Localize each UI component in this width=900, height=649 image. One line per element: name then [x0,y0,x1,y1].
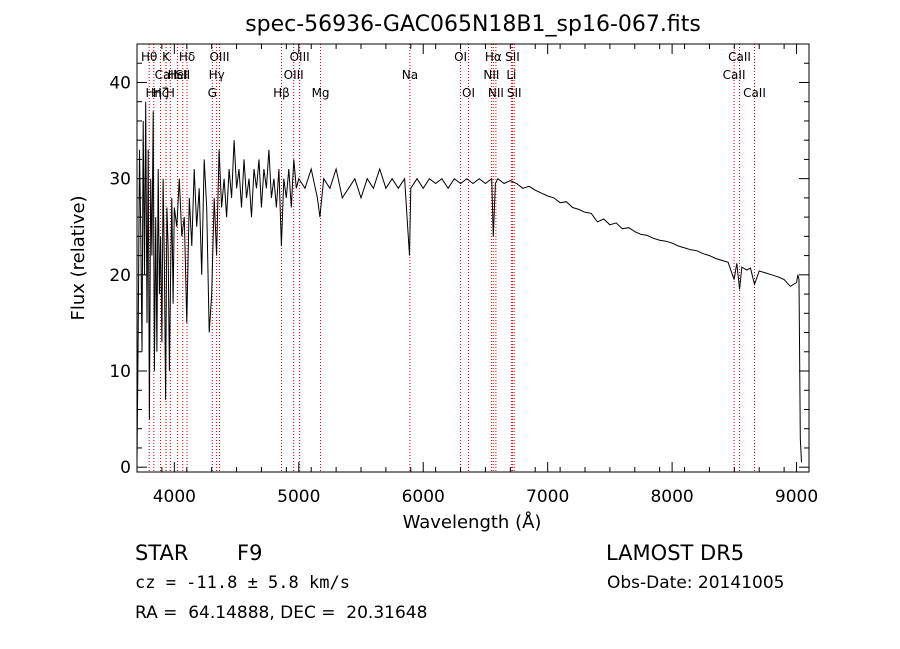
spectral-line-label: Na [402,68,418,82]
x-tick-label: 9000 [775,487,818,507]
y-axis-label: Flux (relative) [68,195,89,320]
y-tick-label: 30 [109,170,131,190]
spectral-line-label: CaII [743,86,766,100]
y-tick-label: 40 [109,73,131,93]
spectral-line-label: Hζ [153,86,169,100]
spectral-line-label: OIII [209,50,229,64]
spectral-line-label: Mg [312,86,330,100]
spectral-line-label: H [166,86,175,100]
spectral-line-label: Hδ [179,50,195,64]
x-tick-label: 6000 [402,487,445,507]
spectral-line-label: Hα [485,50,502,64]
spectral-line-label: CaII [723,68,746,82]
plot-frame [136,43,810,473]
spectral-line-label: Hθ [141,50,157,64]
spectral-line-label: CaII [728,50,751,64]
x-tick-label: 4000 [153,487,196,507]
spectral-line-labels: Hθ CaII K Hζ HeI Hη H Hδ SII OIII Hγ G OIII OIII Hβ Mg N… [141,50,766,100]
chart-title: spec-56936-GAC065N18B1_sp16-067.fits [245,12,701,37]
y-axis-ticks: 0 10 20 30 40 [109,43,809,478]
object-class: STAR [135,541,189,565]
spectral-line-label: SII [175,68,190,82]
spectral-line-label: OI [454,50,467,64]
y-tick-label: 0 [120,458,131,478]
x-tick-label: 5000 [277,487,320,507]
spectral-line-label: Li [506,68,516,82]
x-axis-ticks: 4000 5000 6000 7000 8000 9000 [136,44,818,507]
x-tick-label: 8000 [650,487,693,507]
spectral-line-label: NII [488,86,504,100]
observation-date: Obs-Date: 20141005 [607,573,785,593]
spectral-line-label: K [162,50,171,64]
x-tick-label: 7000 [526,487,569,507]
coordinates: RA = 64.14888, DEC = 20.31648 [135,603,428,623]
spectral-line-label: Hγ [209,68,225,82]
spectral-line-label: Hβ [273,86,290,100]
spectral-line-label: SII [505,50,520,64]
spectral-line-label: SII [507,86,522,100]
redshift-velocity: cz = -11.8 ± 5.8 km/s [135,573,350,593]
y-tick-label: 10 [109,362,131,382]
spectral-line-label: OI [462,86,475,100]
spectral-line-label: OIII [290,50,310,64]
spectral-line-label: Hη [145,86,162,100]
object-subclass: F9 [237,541,263,565]
spectrum-line [136,101,802,463]
x-axis-label: Wavelength (Å) [403,511,542,533]
spectral-line-label: NII [483,68,499,82]
y-tick-label: 20 [109,266,131,286]
spectral-line-label: G [208,86,217,100]
spectral-line-label: HeI [168,68,188,82]
survey-name: LAMOST DR5 [606,541,745,565]
spectral-line-label: CaII [155,68,178,82]
spectral-line-markers [148,44,755,472]
spectral-line-label: OIII [284,68,304,82]
